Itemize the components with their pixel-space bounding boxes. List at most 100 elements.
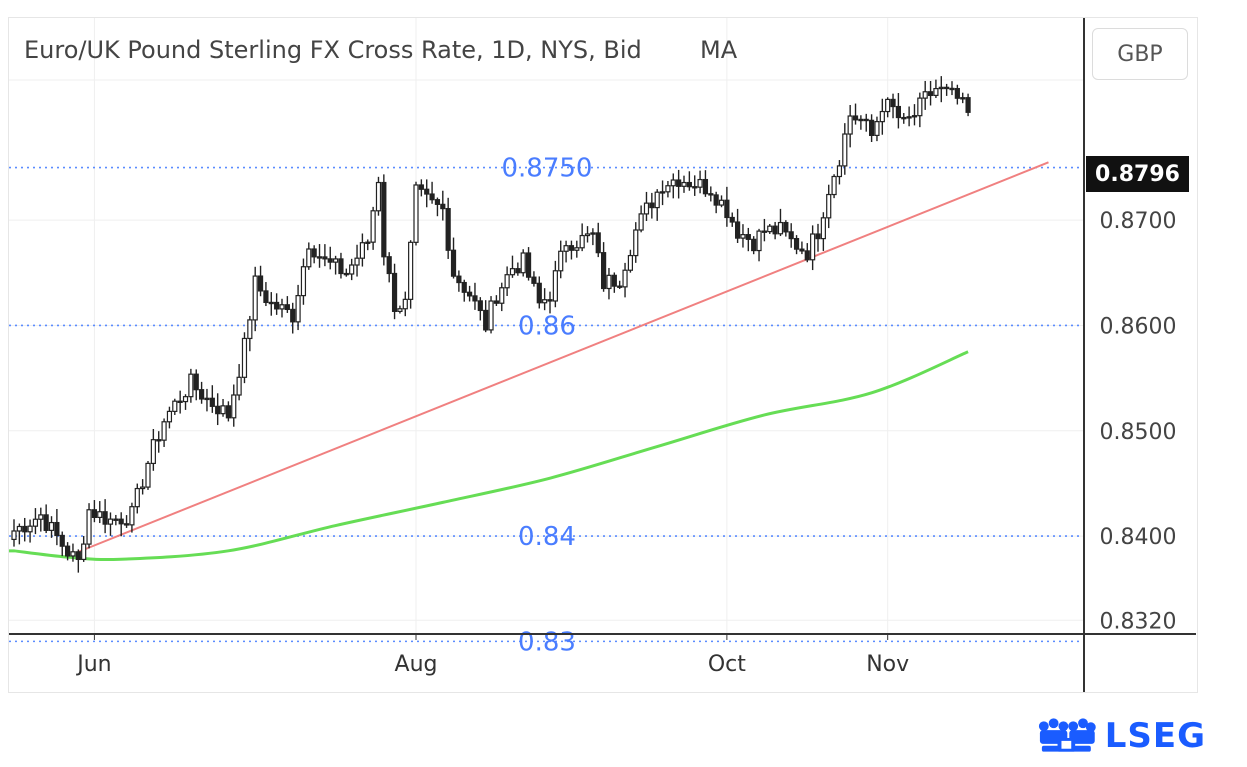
candle-body-down (531, 276, 537, 284)
candle-body-up (247, 319, 253, 340)
candle (43, 504, 49, 534)
candle-body-down (209, 397, 215, 407)
price-levels: 0.8750 0.86 0.84 0.83 (9, 154, 1084, 657)
candle-body-down (386, 256, 392, 275)
candle-body-down (418, 184, 424, 190)
candle (558, 240, 564, 279)
candle-body-up (11, 530, 17, 541)
candle-body-up (558, 250, 564, 272)
candle (391, 263, 398, 320)
candle-body-up (48, 521, 55, 531)
candle-body-up (231, 394, 237, 419)
x-tick-label: Jun (75, 652, 111, 677)
candle (938, 76, 944, 103)
candle-body-up (777, 221, 784, 235)
candle-body-down (156, 439, 162, 442)
candle-body-up (349, 264, 355, 275)
candle-body-up (140, 486, 146, 490)
candle-body-up (107, 518, 114, 525)
lseg-logo: LSEG (1036, 712, 1206, 760)
candle (633, 222, 639, 263)
candle-body-down (901, 116, 907, 120)
candle (129, 502, 135, 533)
candle (199, 381, 205, 404)
candle-body-up (842, 133, 848, 167)
candle (504, 266, 510, 296)
candle-body-up (220, 405, 226, 415)
candle-body-down (343, 272, 349, 276)
candle-body-down (600, 252, 607, 290)
candle (740, 224, 746, 248)
candle-body-up (520, 252, 526, 274)
candle-body-down (595, 232, 601, 254)
candle-body-down (381, 181, 387, 258)
candle (885, 97, 891, 118)
candle-body-down (429, 193, 435, 201)
candle-body-up (70, 551, 76, 557)
candle (193, 369, 199, 401)
candle (241, 332, 248, 384)
candle (215, 393, 221, 426)
candle (686, 171, 692, 191)
candle-body-down (193, 373, 199, 391)
candle-body-down (568, 245, 575, 251)
candle (429, 181, 435, 204)
candle (467, 285, 473, 302)
candle (949, 81, 955, 96)
indicator-label[interactable]: MA (700, 36, 738, 64)
candle (113, 514, 119, 526)
candle-body-up (499, 287, 505, 304)
candle-body-up (86, 509, 92, 545)
candle (32, 508, 39, 535)
candle (595, 222, 601, 258)
candle (209, 385, 215, 413)
candle (370, 206, 376, 250)
candle (274, 293, 280, 315)
candle-body-up (81, 543, 87, 561)
candle-body-up (960, 97, 966, 100)
candle-body-down (713, 194, 719, 206)
candle (236, 364, 242, 401)
candle (257, 265, 264, 297)
candle (509, 255, 516, 278)
candle (268, 292, 274, 316)
currency-selector[interactable]: GBP (1092, 28, 1188, 80)
candle (777, 208, 784, 237)
candle-body-down (113, 518, 119, 521)
candle-body-down (788, 231, 794, 240)
candle-body-down (772, 225, 778, 235)
candle-body-up (836, 165, 843, 178)
candle-body-down (965, 97, 971, 113)
candle (107, 512, 114, 536)
candle-body-up (375, 181, 382, 212)
candle-body-down (59, 534, 65, 547)
candle (627, 249, 634, 273)
candle (734, 208, 741, 244)
chart-frame (8, 17, 1198, 693)
candle-body-up (579, 234, 585, 249)
candle-body-down (450, 249, 457, 277)
candle-body-up (333, 258, 339, 263)
candle-body-down (927, 91, 934, 97)
candle-body-down (895, 105, 902, 119)
y-axis-ticks: 0.8700 0.8600 0.8500 0.8400 0.8320 (1100, 209, 1177, 634)
moving-average (9, 350, 969, 562)
candle-body-up (241, 337, 248, 378)
candle-body-down (461, 281, 467, 293)
candle (333, 255, 339, 275)
candle (820, 212, 826, 251)
candle-body-up (638, 213, 644, 231)
price-level-label: 0.8750 (502, 154, 593, 184)
candle-body-up (166, 410, 173, 423)
candle (38, 507, 44, 532)
axes (9, 18, 1196, 692)
candle (911, 104, 918, 126)
candle (488, 296, 494, 334)
candle (16, 523, 22, 545)
candle (906, 106, 912, 127)
candle (461, 279, 467, 302)
chart-title: Euro/UK Pound Sterling FX Cross Rate, 1D… (24, 36, 642, 64)
candle-body-up (397, 308, 403, 312)
candle-body-down (440, 203, 446, 210)
candle (91, 500, 98, 523)
